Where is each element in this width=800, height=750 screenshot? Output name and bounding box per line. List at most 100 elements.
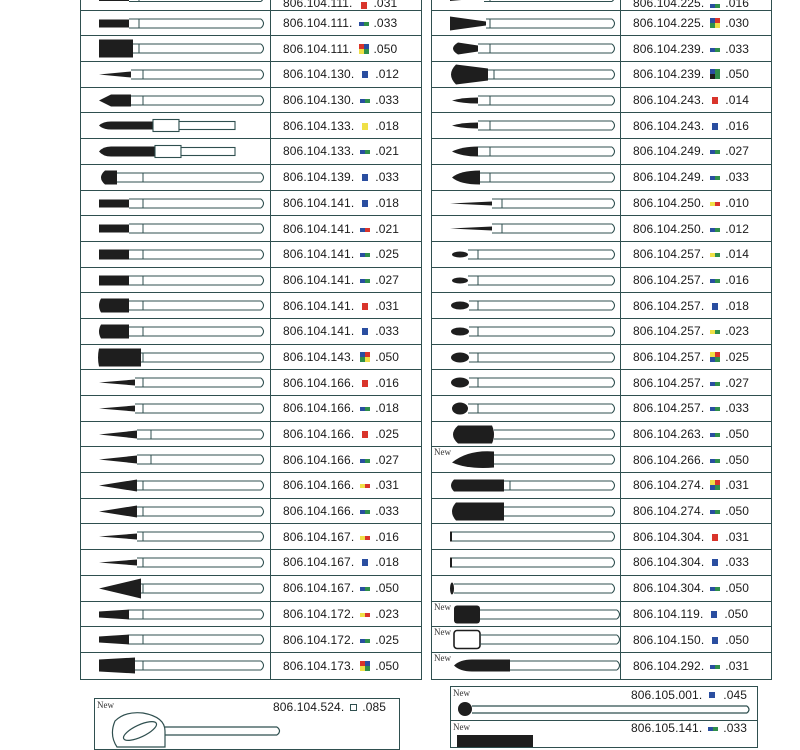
- product-code: 806.104.133. .018: [271, 113, 421, 138]
- instrument-picture-cell: [81, 524, 271, 550]
- instrument-drawing: [99, 119, 236, 133]
- instrument-drawing: [452, 120, 616, 131]
- size-value: .050: [375, 658, 400, 673]
- size-value: .016: [725, 272, 750, 287]
- instrument-picture-cell: New: [432, 447, 621, 473]
- size-swatch-icon: [360, 326, 370, 336]
- table-row: 806.104.167. .016: [81, 524, 421, 551]
- size-value: .018: [375, 401, 400, 416]
- product-code: 806.104.166. .018: [271, 396, 421, 421]
- product-code: 806.104.143. .050: [271, 345, 421, 370]
- product-code: 806.104.150. .050: [621, 627, 771, 652]
- product-code-text: 806.104.111.: [283, 0, 353, 10]
- size-value: .050: [725, 67, 750, 82]
- product-code: 806.104.250. .010: [621, 191, 771, 216]
- size-value: .021: [375, 221, 400, 236]
- instrument-picture-cell: [81, 190, 271, 216]
- product-code-text: 806.104.133.: [283, 144, 355, 159]
- product-code: 806.104.274. .031: [621, 473, 771, 498]
- new-mark: New: [434, 601, 451, 612]
- new-mark: New: [453, 688, 470, 698]
- size-value: .025: [725, 349, 750, 364]
- product-code-text: 806.104.167.: [283, 555, 355, 570]
- product-code-text: 806.104.166.: [283, 478, 355, 493]
- table-row: 806.104.166. .031: [81, 473, 421, 499]
- size-value: .033: [725, 401, 750, 416]
- size-value: .031: [725, 529, 750, 544]
- table-row: 806.104.249. .027: [432, 139, 771, 165]
- table-row: 806.104.249. .033: [432, 164, 771, 191]
- size-value: .027: [375, 272, 400, 287]
- table-row: 806.104.141. .031: [81, 293, 421, 319]
- size-value: .031: [375, 298, 400, 313]
- size-swatch-icon: [710, 146, 721, 156]
- table-row: 806.104.225. .030: [432, 10, 771, 37]
- instrument-picture-cell: [81, 447, 271, 473]
- instrument-drawing: [99, 657, 265, 674]
- instrument-picture-cell: [432, 36, 621, 62]
- product-code: 806.104.239. .050: [621, 62, 771, 87]
- instrument-picture-cell: [81, 498, 271, 524]
- instrument-drawing: [452, 249, 616, 260]
- table-row: 806.104.225. .016: [432, 0, 771, 11]
- product-code: 806.104.166. .016: [271, 370, 421, 395]
- table-row: 806.104.173. .050: [81, 652, 421, 679]
- product-code: 806.104.119. .050: [621, 602, 771, 627]
- instrument-picture-cell: [81, 421, 271, 447]
- table-row: 806.104.257. .018: [432, 293, 771, 319]
- instrument-picture-cell: [432, 473, 621, 498]
- product-code: 806.104.304. .033: [621, 550, 771, 575]
- product-code: 806.104.225. .030: [621, 11, 771, 36]
- table-row: New 806.104.150. .050: [432, 627, 771, 653]
- size-swatch-icon: [360, 480, 371, 490]
- size-swatch-icon: [360, 69, 370, 79]
- product-code-text: 806.104.130.: [283, 93, 355, 108]
- size-value: .050: [375, 349, 400, 364]
- new-mark: New: [434, 447, 451, 458]
- instrument-picture-cell: [81, 139, 271, 164]
- size-swatch-icon: [710, 0, 721, 10]
- size-swatch-icon: [710, 172, 721, 182]
- size-value: .031: [725, 478, 750, 493]
- size-swatch-icon: [710, 403, 721, 413]
- product-code-text: 806.104.150.: [633, 632, 705, 647]
- new-mark: New: [97, 700, 114, 710]
- instrument-picture-cell: [81, 164, 271, 190]
- size-swatch-icon: [359, 0, 369, 10]
- instrument-picture-cell: [432, 267, 621, 293]
- table-row: 806.104.257. .023: [432, 318, 771, 345]
- product-code-text: 806.104.167.: [283, 581, 355, 596]
- instrument-picture-cell: New: [432, 601, 621, 627]
- product-code: 806.104.141. .031: [271, 293, 421, 318]
- product-code-text: 806.104.257.: [633, 247, 705, 262]
- product-code: 806.104.257. .025: [621, 345, 771, 370]
- instrument-picture-cell: [81, 575, 271, 601]
- instrument-drawing: [450, 0, 615, 3]
- table-row: 806.104.304. .031: [432, 524, 771, 551]
- instrument-drawing: [99, 479, 265, 492]
- table-row: 806.104.250. .012: [432, 216, 771, 242]
- size-value: .031: [373, 0, 398, 10]
- instrument-drawing: [99, 505, 265, 518]
- size-swatch-icon: [710, 275, 721, 285]
- instrument-drawing: [99, 429, 265, 440]
- table-row: 806.104.111. .031: [81, 0, 421, 11]
- product-code: 806.104.167. .018: [271, 550, 421, 575]
- product-code-text: 806.104.141.: [283, 247, 355, 262]
- size-swatch-icon: [360, 301, 370, 311]
- table-row: 806.104.141. .033: [81, 318, 421, 345]
- size-swatch-icon: [710, 455, 721, 465]
- product-code: 806.104.225. .016: [621, 0, 771, 10]
- instrument-drawing: [452, 275, 616, 286]
- size-swatch-icon: [360, 378, 370, 388]
- instrument-drawing: [99, 298, 265, 313]
- left-product-table: 806.104.111. .031 806.104.111. .033 806.104.…: [80, 0, 422, 680]
- instrument-drawing: [98, 348, 265, 367]
- product-code: 806.104.249. .027: [621, 139, 771, 164]
- product-code: 806.104.304. .031: [621, 524, 771, 549]
- product-code: 806.104.166. .027: [271, 447, 421, 472]
- instrument-drawing: [454, 659, 621, 672]
- instrument-picture-cell: [81, 318, 271, 344]
- size-value: .016: [375, 529, 400, 544]
- instrument-picture-cell: [432, 0, 621, 10]
